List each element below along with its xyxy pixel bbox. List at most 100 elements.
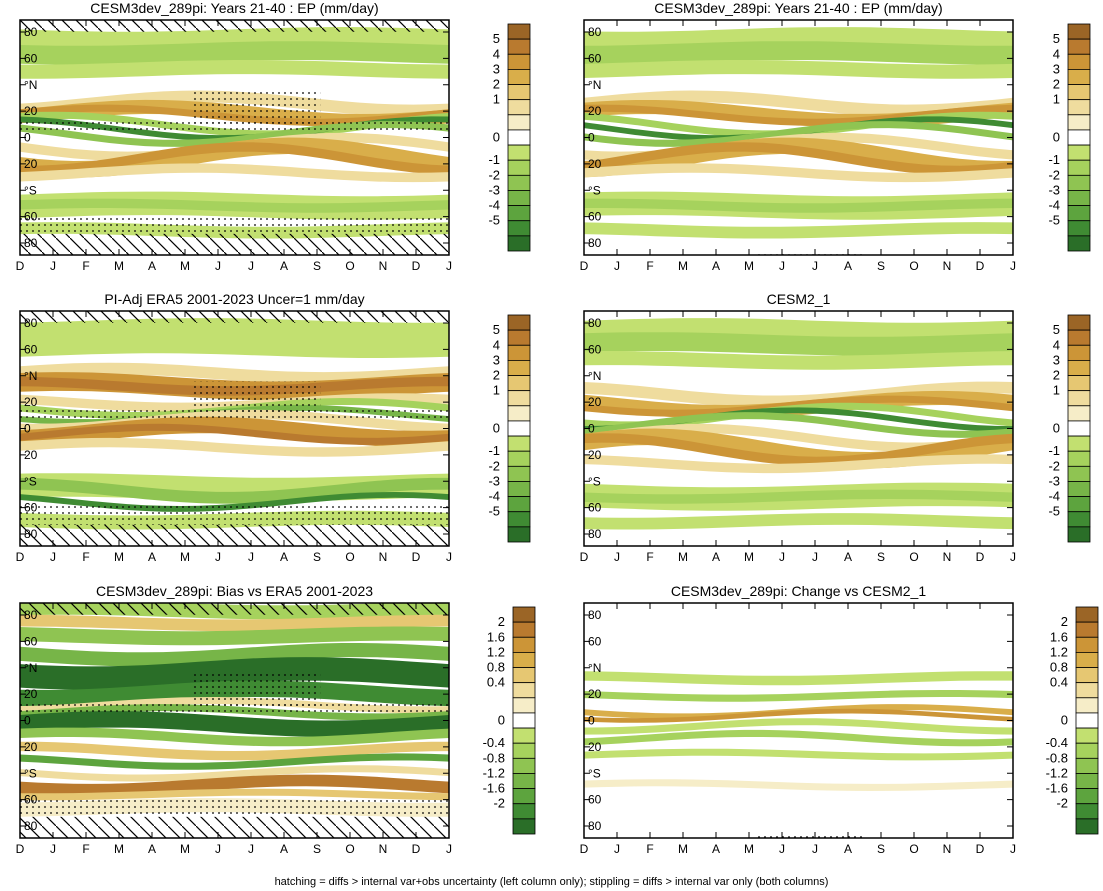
contour-band bbox=[20, 765, 449, 782]
contour-band bbox=[584, 198, 1013, 213]
colorbar-swatch bbox=[1075, 712, 1099, 729]
x-tick-label: M bbox=[114, 550, 124, 564]
x-tick-label: M bbox=[678, 550, 688, 564]
y-tick-label: 20 bbox=[24, 687, 38, 701]
x-tick-label: D bbox=[976, 842, 985, 856]
y-tick-label: 20 bbox=[24, 104, 38, 118]
y-tick-label: 20 bbox=[24, 740, 38, 754]
contour-band bbox=[584, 60, 1013, 79]
x-tick-label: A bbox=[844, 550, 852, 564]
y-tick-label: 20 bbox=[588, 104, 602, 118]
x-tick-label: F bbox=[82, 259, 89, 273]
colorbar-swatch bbox=[507, 465, 531, 482]
colorbar-swatch bbox=[507, 314, 531, 331]
colorbar-label: -4 bbox=[488, 198, 500, 213]
contour-band bbox=[20, 90, 449, 117]
colorbar: 21.61.20.80.4 0 -0.4-0.8-1.2-1.6-2 bbox=[483, 606, 536, 835]
colorbar-swatch bbox=[507, 174, 531, 191]
stippling bbox=[20, 118, 449, 131]
colorbar-swatch bbox=[1067, 220, 1091, 237]
colorbar-label: -3 bbox=[1048, 473, 1060, 488]
colorbar-swatch bbox=[1075, 742, 1099, 759]
x-tick-label: F bbox=[82, 842, 89, 856]
x-tick-label: J bbox=[812, 550, 818, 564]
y-tick-label: 60 bbox=[24, 634, 38, 648]
colorbar-swatch bbox=[1067, 190, 1091, 206]
colorbar-label: 0 bbox=[1061, 713, 1068, 728]
colorbar-swatch bbox=[507, 481, 531, 498]
x-tick-label: J bbox=[779, 550, 785, 564]
colorbar-swatch bbox=[507, 420, 531, 437]
colorbar: 21.61.20.80.4 0 -0.4-0.8-1.2-1.6-2 bbox=[1046, 606, 1099, 835]
colorbar-swatch bbox=[1067, 23, 1091, 40]
colorbar-label: -0.8 bbox=[483, 750, 505, 765]
contour-band bbox=[584, 412, 1013, 438]
hatching bbox=[20, 311, 449, 323]
y-tick-label: 80 bbox=[24, 527, 38, 541]
colorbar-label: 1.2 bbox=[487, 644, 505, 659]
colorbar-swatch bbox=[1067, 69, 1091, 85]
x-tick-label: D bbox=[16, 550, 25, 564]
colorbar-swatch bbox=[512, 606, 536, 623]
colorbar-swatch bbox=[1067, 174, 1091, 191]
x-tick-label: D bbox=[412, 842, 421, 856]
x-tick-label: J bbox=[812, 259, 818, 273]
colorbar-label: -2 bbox=[488, 167, 500, 182]
x-tick-label: M bbox=[180, 842, 190, 856]
colorbar-swatch bbox=[1075, 606, 1099, 623]
contour-band bbox=[584, 90, 1013, 117]
y-tick-label: 80 bbox=[24, 25, 38, 39]
colorbar-label: 2 bbox=[1053, 77, 1060, 92]
x-tick-label: N bbox=[379, 550, 388, 564]
x-tick-label: N bbox=[943, 259, 952, 273]
contour-band bbox=[584, 433, 1013, 467]
y-tick-label: 80 bbox=[588, 316, 602, 330]
colorbar-swatch bbox=[1067, 99, 1091, 116]
colorbar-swatch bbox=[1067, 38, 1091, 55]
y-tick-label: 20 bbox=[588, 157, 602, 171]
x-tick-label: J bbox=[215, 259, 221, 273]
colorbar-label: 1 bbox=[1053, 92, 1060, 107]
contour-band bbox=[584, 351, 1013, 370]
y-tick-label: 20 bbox=[24, 448, 38, 462]
colorbar-label: 4 bbox=[493, 46, 500, 61]
contour-band bbox=[584, 489, 1013, 504]
y-tick-label: 0 bbox=[24, 131, 31, 145]
colorbar-swatch bbox=[507, 38, 531, 55]
colorbar-swatch bbox=[1075, 727, 1099, 744]
y-tick-label: 20 bbox=[588, 740, 602, 754]
figure-caption: hatching = diffs > internal var+obs unce… bbox=[274, 876, 829, 888]
y-tick-label: °S bbox=[588, 474, 601, 488]
colorbar-swatch bbox=[512, 742, 536, 759]
x-tick-label: O bbox=[345, 550, 354, 564]
contour-band bbox=[584, 454, 1013, 474]
x-tick-label: N bbox=[943, 550, 952, 564]
panel-6: CESM3dev_289pi: Change vs CESM2_1 80 60 °N 2… bbox=[580, 583, 1099, 856]
x-tick-label: J bbox=[614, 842, 620, 856]
colorbar-swatch bbox=[1067, 435, 1091, 452]
colorbar-swatch bbox=[507, 84, 531, 101]
y-tick-label: 60 bbox=[24, 210, 38, 224]
x-tick-label: S bbox=[877, 259, 885, 273]
panel-5: CESM3dev_289pi: Bias vs ERA5 2001-2023 80… bbox=[16, 583, 536, 856]
x-tick-label: J bbox=[779, 842, 785, 856]
contour-band bbox=[20, 477, 449, 504]
x-tick-label: S bbox=[877, 842, 885, 856]
colorbar-swatch bbox=[512, 697, 536, 714]
colorbar-swatch bbox=[1067, 375, 1091, 392]
x-tick-label: D bbox=[580, 842, 589, 856]
colorbar-swatch bbox=[1067, 390, 1091, 407]
contour-band bbox=[20, 163, 449, 183]
colorbar-label: 1 bbox=[493, 383, 500, 398]
colorbar-label: -3 bbox=[488, 182, 500, 197]
contour-band bbox=[584, 779, 1013, 791]
heatmap-field bbox=[20, 20, 449, 255]
colorbar-label: 0.8 bbox=[487, 660, 505, 675]
contour-band bbox=[20, 727, 449, 747]
x-tick-label: D bbox=[976, 550, 985, 564]
y-tick-label: °N bbox=[588, 78, 601, 92]
y-tick-label: 20 bbox=[24, 395, 38, 409]
colorbar-swatch bbox=[507, 159, 531, 176]
